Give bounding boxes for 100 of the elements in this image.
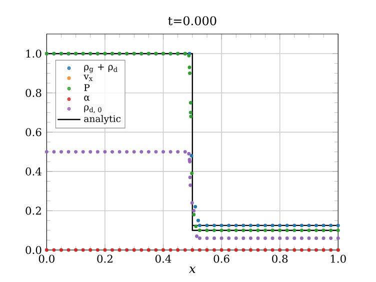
legend-label: α <box>84 96 90 101</box>
point <box>52 248 56 252</box>
point <box>190 172 194 176</box>
x-tick-label: 0.8 <box>272 254 288 263</box>
point <box>146 150 150 154</box>
point <box>212 248 216 252</box>
point <box>285 224 289 228</box>
point <box>103 150 107 154</box>
point <box>188 72 192 76</box>
y-tick-label: 1.0 <box>26 50 42 58</box>
point <box>242 236 246 240</box>
y-tick-label: 0.6 <box>26 128 42 136</box>
y-tick-label: 0.8 <box>26 88 42 97</box>
point <box>190 154 194 158</box>
point <box>198 248 202 252</box>
point <box>307 236 311 240</box>
point <box>183 150 187 154</box>
point <box>118 150 122 154</box>
point <box>74 150 78 154</box>
point <box>132 150 136 154</box>
point <box>192 212 196 216</box>
point <box>242 228 246 232</box>
point <box>66 248 70 252</box>
legend-label: P <box>84 84 90 92</box>
point <box>270 248 274 252</box>
point <box>256 228 260 232</box>
point <box>314 236 318 240</box>
point <box>110 248 114 252</box>
point <box>189 114 193 118</box>
point <box>292 228 296 232</box>
point <box>220 224 224 228</box>
point <box>154 248 158 252</box>
point <box>198 236 202 240</box>
point <box>278 228 282 232</box>
point <box>314 224 318 228</box>
x-tick-label: 0.4 <box>155 254 172 263</box>
point <box>162 150 165 154</box>
point <box>205 228 209 232</box>
point <box>300 236 304 240</box>
point <box>88 150 92 154</box>
point <box>234 236 238 240</box>
point <box>314 228 318 232</box>
point <box>212 236 216 240</box>
point <box>285 236 289 240</box>
point <box>188 110 192 114</box>
point <box>227 236 231 240</box>
point <box>81 248 85 252</box>
point <box>270 228 274 232</box>
point <box>188 66 192 70</box>
point <box>188 176 192 180</box>
point <box>198 228 202 232</box>
point <box>212 228 216 232</box>
point <box>307 224 311 228</box>
point <box>188 183 192 187</box>
point <box>205 236 209 240</box>
x-tick-label: 0.0 <box>38 254 54 263</box>
point <box>256 236 260 240</box>
point <box>264 228 267 232</box>
point <box>60 150 63 154</box>
point <box>125 150 129 154</box>
point <box>322 228 326 232</box>
point <box>285 248 289 252</box>
point <box>256 224 260 228</box>
legend-label: v$_{x}$ <box>84 74 93 81</box>
point <box>234 224 238 228</box>
point <box>300 228 304 232</box>
point <box>96 248 100 252</box>
point <box>329 224 333 228</box>
y-tick-label: 0.2 <box>26 206 41 215</box>
point <box>248 236 252 240</box>
legend-label: ρ$_{g}$ + ρ$_{d}$ <box>84 64 118 73</box>
point <box>190 201 194 205</box>
point <box>322 224 326 228</box>
point <box>292 236 296 240</box>
point <box>205 224 209 228</box>
point <box>329 236 333 240</box>
point <box>256 248 260 252</box>
point <box>242 248 246 252</box>
point <box>234 228 238 232</box>
point <box>264 224 267 228</box>
point <box>196 218 200 222</box>
y-tick-label: 0.4 <box>26 167 42 176</box>
point <box>194 205 198 209</box>
legend-label: ρ$_{d, 0}$ <box>84 105 102 114</box>
point <box>125 248 129 252</box>
point <box>192 208 196 212</box>
point <box>336 228 340 232</box>
point <box>220 236 224 240</box>
point <box>270 236 274 240</box>
point <box>52 150 56 154</box>
point <box>195 234 199 238</box>
point <box>322 236 326 240</box>
x-tick-label: 1.0 <box>330 254 346 263</box>
point <box>248 224 252 228</box>
point <box>194 224 198 228</box>
point <box>329 228 333 232</box>
point <box>300 224 304 228</box>
point <box>96 150 100 154</box>
point <box>278 224 282 228</box>
point <box>227 248 231 252</box>
